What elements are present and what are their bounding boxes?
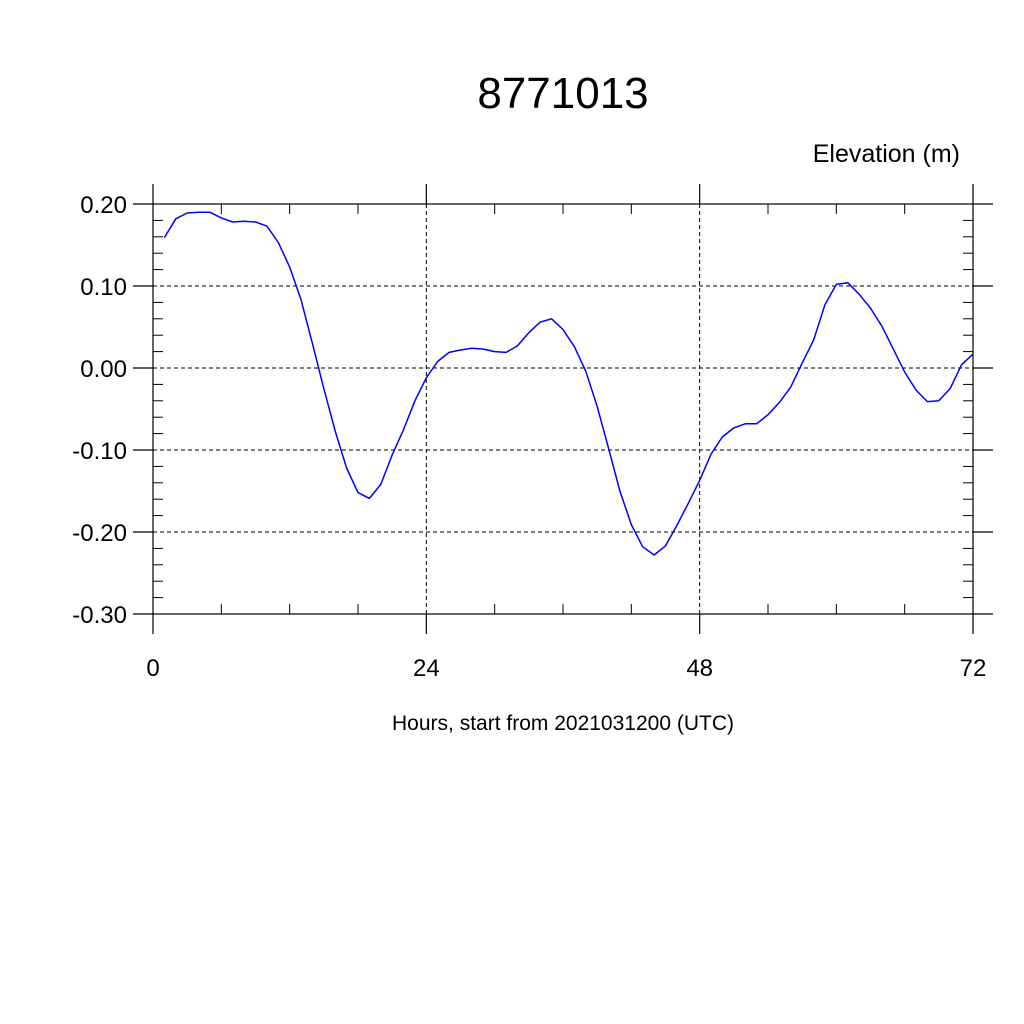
y-tick-label: 0.10 xyxy=(80,274,127,301)
axis-ticks xyxy=(133,184,993,634)
x-tick-label: 48 xyxy=(686,655,713,682)
plot-frame xyxy=(152,203,974,615)
y-tick-label: -0.20 xyxy=(72,520,127,547)
x-axis-label: Hours, start from 2021031200 (UTC) xyxy=(392,712,734,735)
y-tick-label: 0.20 xyxy=(80,192,127,219)
x-tick-label: 24 xyxy=(413,655,440,682)
x-tick-label: 72 xyxy=(960,655,987,682)
y-axis-label: Elevation (m) xyxy=(813,140,960,168)
data-series xyxy=(163,211,974,556)
chart-title: 8771013 xyxy=(477,69,648,118)
series-line xyxy=(163,211,974,556)
x-tick-label: 0 xyxy=(146,655,159,682)
tick-labels: 0 24 48 72 0.20 0.10 0.00 -0.10 -0.20 -0.30 xyxy=(72,192,986,682)
grid-lines xyxy=(153,204,973,614)
y-tick-label: -0.10 xyxy=(72,438,127,465)
y-tick-label: 0.00 xyxy=(80,356,127,383)
y-tick-label: -0.30 xyxy=(72,602,127,629)
